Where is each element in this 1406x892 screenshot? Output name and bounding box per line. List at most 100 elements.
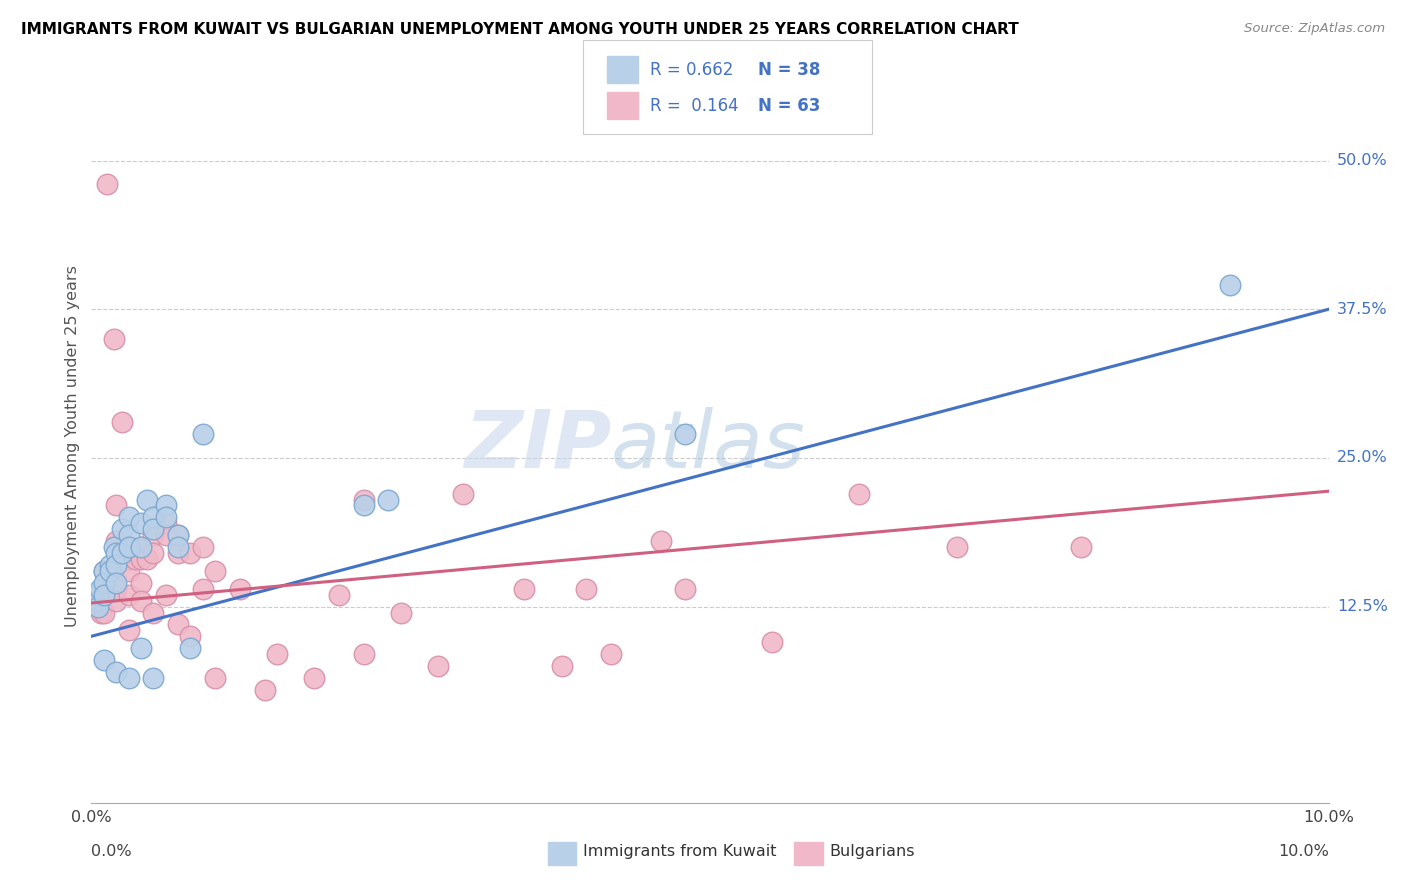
Text: Immigrants from Kuwait: Immigrants from Kuwait bbox=[583, 845, 778, 859]
Text: Bulgarians: Bulgarians bbox=[830, 845, 915, 859]
Text: 12.5%: 12.5% bbox=[1337, 599, 1388, 614]
Point bbox=[426, 659, 449, 673]
Point bbox=[86, 588, 108, 602]
Point bbox=[124, 552, 146, 566]
Point bbox=[103, 332, 125, 346]
Point bbox=[105, 499, 128, 513]
Point bbox=[129, 593, 152, 607]
Point bbox=[117, 588, 139, 602]
Text: 50.0%: 50.0% bbox=[1337, 153, 1388, 168]
Text: Source: ZipAtlas.com: Source: ZipAtlas.com bbox=[1244, 22, 1385, 36]
Text: N = 38: N = 38 bbox=[758, 61, 820, 79]
Point bbox=[142, 671, 165, 685]
Point bbox=[155, 516, 177, 531]
Point bbox=[111, 522, 134, 536]
Point bbox=[90, 606, 112, 620]
Point bbox=[105, 575, 128, 590]
Point bbox=[167, 617, 190, 632]
Point bbox=[155, 499, 177, 513]
Point bbox=[353, 499, 375, 513]
Point bbox=[111, 415, 134, 429]
Point bbox=[117, 528, 139, 542]
Point bbox=[103, 540, 125, 554]
Text: 25.0%: 25.0% bbox=[1337, 450, 1388, 466]
Point bbox=[93, 606, 115, 620]
Point bbox=[89, 599, 111, 614]
Point bbox=[129, 641, 152, 656]
Y-axis label: Unemployment Among Youth under 25 years: Unemployment Among Youth under 25 years bbox=[65, 265, 80, 627]
Point bbox=[117, 552, 139, 566]
Point bbox=[93, 564, 115, 578]
Point bbox=[87, 593, 110, 607]
Point bbox=[1070, 540, 1092, 554]
Point bbox=[155, 588, 177, 602]
Point bbox=[848, 486, 870, 500]
Point bbox=[98, 564, 121, 578]
Point bbox=[142, 546, 165, 560]
Text: 0.0%: 0.0% bbox=[91, 845, 132, 859]
Point bbox=[105, 593, 128, 607]
Point bbox=[650, 534, 672, 549]
Point bbox=[204, 564, 226, 578]
Text: IMMIGRANTS FROM KUWAIT VS BULGARIAN UNEMPLOYMENT AMONG YOUTH UNDER 25 YEARS CORR: IMMIGRANTS FROM KUWAIT VS BULGARIAN UNEM… bbox=[21, 22, 1019, 37]
Point bbox=[673, 582, 696, 596]
Point bbox=[191, 427, 214, 442]
Point bbox=[513, 582, 536, 596]
Point bbox=[86, 599, 108, 614]
Point bbox=[142, 522, 165, 536]
Point bbox=[117, 510, 139, 524]
Point bbox=[129, 540, 152, 554]
Point bbox=[167, 540, 190, 554]
Point bbox=[93, 564, 115, 578]
Point bbox=[86, 593, 108, 607]
Point bbox=[117, 624, 139, 638]
Point bbox=[89, 582, 111, 596]
Text: 37.5%: 37.5% bbox=[1337, 301, 1388, 317]
Point bbox=[451, 486, 474, 500]
Point bbox=[93, 575, 115, 590]
Point bbox=[93, 588, 115, 602]
Point bbox=[253, 682, 276, 697]
Point bbox=[673, 427, 696, 442]
Point bbox=[761, 635, 783, 649]
Point bbox=[550, 659, 572, 673]
Text: R = 0.662: R = 0.662 bbox=[650, 61, 733, 79]
Point bbox=[105, 558, 128, 572]
Point bbox=[191, 540, 214, 554]
Point bbox=[1219, 278, 1241, 293]
Point bbox=[946, 540, 969, 554]
Point bbox=[179, 629, 201, 643]
Point bbox=[179, 546, 201, 560]
Point bbox=[117, 564, 139, 578]
Point bbox=[105, 534, 128, 549]
Point bbox=[575, 582, 598, 596]
Point bbox=[167, 528, 190, 542]
Point bbox=[105, 665, 128, 679]
Text: ZIP: ZIP bbox=[464, 407, 612, 485]
Point bbox=[167, 546, 190, 560]
Point bbox=[155, 510, 177, 524]
Point bbox=[155, 528, 177, 542]
Point bbox=[129, 552, 152, 566]
Text: 10.0%: 10.0% bbox=[1278, 845, 1329, 859]
Point bbox=[86, 588, 108, 602]
Text: atlas: atlas bbox=[612, 407, 806, 485]
Point bbox=[117, 540, 139, 554]
Point bbox=[389, 606, 412, 620]
Point bbox=[353, 492, 375, 507]
Point bbox=[98, 558, 121, 572]
Point bbox=[98, 564, 121, 578]
Point bbox=[191, 582, 214, 596]
Point bbox=[142, 528, 165, 542]
Point bbox=[266, 647, 288, 661]
Point bbox=[167, 528, 190, 542]
Point bbox=[302, 671, 325, 685]
Point bbox=[129, 575, 152, 590]
Point bbox=[142, 606, 165, 620]
Point bbox=[179, 641, 201, 656]
Text: R =  0.164: R = 0.164 bbox=[650, 97, 738, 115]
Point bbox=[96, 178, 118, 192]
Point bbox=[328, 588, 350, 602]
Point bbox=[136, 492, 159, 507]
Point bbox=[117, 671, 139, 685]
